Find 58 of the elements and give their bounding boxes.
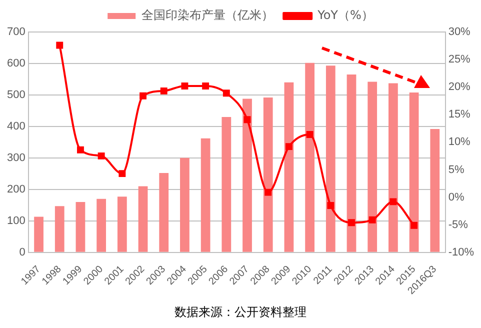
point	[222, 90, 230, 97]
point	[56, 42, 64, 49]
y-tick-label: 100	[6, 214, 26, 227]
bar	[430, 128, 440, 252]
point	[118, 170, 126, 178]
y-tick-label: 600	[6, 58, 26, 70]
y-tick-label: 400	[6, 120, 26, 132]
y-tick-label: 200	[6, 183, 26, 196]
bar	[388, 83, 398, 252]
legend-label: 全国印染布产量（亿米）	[142, 8, 274, 22]
y2-tick-label: 15%	[448, 108, 471, 121]
bar	[54, 206, 64, 252]
bar	[409, 92, 419, 252]
y2-tick-label: 5%	[448, 164, 464, 176]
y-tick-label: 500	[6, 88, 26, 101]
y2-tick-label: -10%	[448, 246, 474, 258]
point	[202, 82, 210, 90]
point	[160, 87, 168, 94]
bar	[284, 82, 294, 252]
bar	[326, 66, 336, 252]
bar	[346, 74, 356, 252]
point	[264, 188, 272, 196]
point	[390, 198, 397, 206]
y-tick-label: 0	[19, 246, 26, 258]
source-note: 数据来源：公开资料整理	[174, 304, 308, 321]
y2-tick-label: 30%	[448, 26, 471, 38]
y2-tick-label: 25%	[448, 54, 471, 66]
point	[98, 152, 105, 160]
bar	[138, 186, 148, 252]
y-tick-label: 300	[6, 152, 26, 164]
bar	[34, 216, 44, 252]
y2-tick-label: -5%	[448, 218, 468, 231]
bar	[368, 82, 378, 252]
y2-tick-label: 0%	[448, 191, 464, 204]
point	[348, 219, 355, 226]
bar	[159, 173, 169, 252]
point	[244, 116, 251, 124]
bar	[200, 138, 210, 252]
bar	[180, 158, 190, 252]
bar	[96, 198, 106, 252]
bar	[242, 98, 252, 252]
bar	[117, 196, 127, 252]
bar	[222, 116, 232, 252]
legend-label: YoY（%）	[316, 8, 374, 22]
point	[410, 222, 418, 229]
bar	[263, 97, 273, 252]
point	[327, 202, 334, 209]
y2-tick-label: 20%	[448, 81, 471, 94]
point	[140, 92, 146, 100]
point	[285, 143, 292, 150]
point	[181, 82, 188, 90]
y-tick-label: 700	[6, 26, 26, 38]
point	[77, 146, 84, 154]
y2-tick-label: 10%	[448, 136, 471, 148]
point	[306, 130, 314, 138]
point	[368, 216, 376, 224]
bar	[76, 202, 86, 252]
bar	[305, 62, 314, 252]
